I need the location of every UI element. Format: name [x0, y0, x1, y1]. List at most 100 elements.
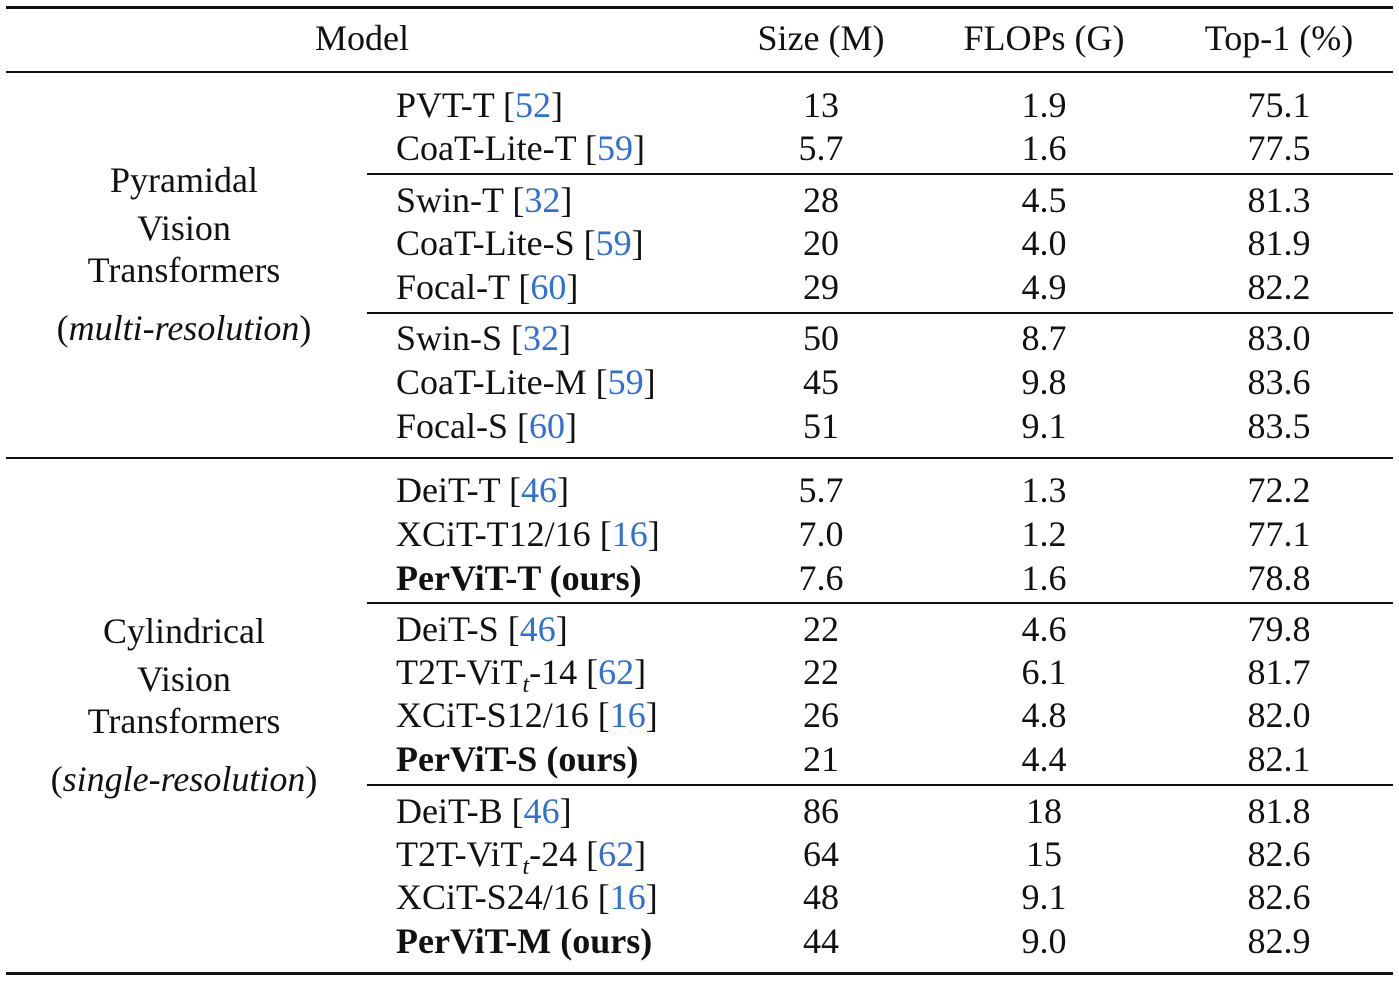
header-model: Model — [315, 18, 409, 58]
model-name: CoaT-Lite-T [59] — [396, 128, 645, 168]
flops-value: 18 — [1026, 791, 1062, 831]
group-line: Pyramidal — [110, 160, 258, 200]
model-name: PVT-T [52] — [396, 85, 564, 125]
size-value: 29 — [803, 267, 839, 307]
group-label-cylindrical: Cylindrical Vision Transformers (single-… — [51, 613, 318, 797]
header-flops: FLOPs (G) — [963, 18, 1125, 58]
size-value: 50 — [803, 318, 839, 358]
citation-link[interactable]: 16 — [609, 877, 646, 917]
top1-value: 81.3 — [1247, 180, 1311, 220]
group-line: Transformers — [87, 250, 281, 290]
flops-value: 1.6 — [1021, 558, 1067, 598]
flops-value: 6.1 — [1021, 652, 1067, 692]
citation-link[interactable]: 32 — [524, 180, 561, 220]
model-name: XCiT-T12/16 [16] — [396, 514, 660, 554]
size-value: 86 — [803, 791, 839, 831]
flops-value: 8.7 — [1021, 318, 1067, 358]
flops-value: 1.6 — [1021, 128, 1067, 168]
flops-value: 4.4 — [1021, 739, 1067, 779]
top1-value: 79.8 — [1247, 609, 1311, 649]
size-value: 48 — [803, 877, 839, 917]
size-value: 26 — [803, 695, 839, 735]
citation-link[interactable]: 59 — [607, 362, 644, 402]
model-name: CoaT-Lite-S [59] — [396, 223, 644, 263]
flops-value: 1.3 — [1021, 470, 1067, 510]
size-value: 20 — [803, 223, 839, 263]
top1-value: 77.5 — [1247, 128, 1311, 168]
size-value: 22 — [803, 609, 839, 649]
group-line: Cylindrical — [103, 611, 265, 651]
flops-value: 4.0 — [1021, 223, 1067, 263]
citation-link[interactable]: 16 — [611, 514, 648, 554]
model-name: XCiT-S24/16 [16] — [396, 877, 658, 917]
size-value: 51 — [803, 406, 839, 446]
size-value: 13 — [803, 85, 839, 125]
flops-value: 9.1 — [1021, 406, 1067, 446]
model-name-ours: PerViT-M (ours) — [396, 921, 653, 961]
top1-value: 83.5 — [1247, 406, 1311, 446]
flops-value: 15 — [1026, 834, 1062, 874]
citation-link[interactable]: 16 — [609, 695, 646, 735]
size-value: 22 — [803, 652, 839, 692]
flops-value: 4.5 — [1021, 180, 1067, 220]
flops-value: 9.8 — [1021, 362, 1067, 402]
citation-link[interactable]: 32 — [523, 318, 560, 358]
model-name: Swin-S [32] — [396, 318, 572, 358]
top1-value: 81.8 — [1247, 791, 1311, 831]
flops-value: 9.1 — [1021, 877, 1067, 917]
size-value: 21 — [803, 739, 839, 779]
model-name: Swin-T [32] — [396, 180, 573, 220]
flops-value: 4.6 — [1021, 609, 1067, 649]
top1-value: 81.9 — [1247, 223, 1311, 263]
top1-value: 82.6 — [1247, 877, 1311, 917]
top1-value: 83.6 — [1247, 362, 1311, 402]
top1-value: 78.8 — [1247, 558, 1311, 598]
citation-link[interactable]: 59 — [595, 223, 632, 263]
header-size: Size (M) — [757, 18, 885, 58]
citation-link[interactable]: 52 — [515, 85, 552, 125]
top-rule — [6, 6, 1393, 9]
subgroup-rule — [367, 173, 1393, 175]
flops-value: 1.9 — [1021, 85, 1067, 125]
subgroup-rule — [367, 602, 1393, 604]
flops-value: 4.8 — [1021, 695, 1067, 735]
model-name: DeiT-T [46] — [396, 470, 569, 510]
top1-value: 82.6 — [1247, 834, 1311, 874]
model-name: Focal-T [60] — [396, 267, 579, 307]
bottom-rule — [6, 972, 1393, 975]
model-name: XCiT-S12/16 [16] — [396, 695, 658, 735]
citation-link[interactable]: 46 — [519, 609, 556, 649]
size-value: 7.6 — [798, 558, 844, 598]
top1-value: 82.9 — [1247, 921, 1311, 961]
flops-value: 9.0 — [1021, 921, 1067, 961]
subgroup-rule — [367, 784, 1393, 786]
top1-value: 82.1 — [1247, 739, 1311, 779]
citation-link[interactable]: 46 — [523, 791, 560, 831]
size-value: 45 — [803, 362, 839, 402]
citation-link[interactable]: 62 — [598, 652, 635, 692]
citation-link[interactable]: 59 — [596, 128, 633, 168]
citation-link[interactable]: 60 — [530, 267, 567, 307]
top1-value: 81.7 — [1247, 652, 1311, 692]
citation-link[interactable]: 62 — [598, 834, 635, 874]
group-line: Vision — [137, 208, 231, 248]
size-value: 5.7 — [798, 128, 844, 168]
group-sublabel: (multi-resolution) — [56, 308, 312, 348]
flops-value: 4.9 — [1021, 267, 1067, 307]
model-name: DeiT-B [46] — [396, 791, 572, 831]
top1-value: 77.1 — [1247, 514, 1311, 554]
group-sublabel: (single-resolution) — [50, 759, 318, 799]
subgroup-rule — [367, 312, 1393, 314]
citation-link[interactable]: 46 — [521, 470, 557, 510]
top1-value: 82.0 — [1247, 695, 1311, 735]
top1-value: 75.1 — [1247, 85, 1311, 125]
group-line: Transformers — [87, 701, 281, 741]
top1-value: 72.2 — [1247, 470, 1311, 510]
model-name: T2T-ViTt-24 [62] — [396, 834, 647, 880]
top1-value: 82.2 — [1247, 267, 1311, 307]
model-name: T2T-ViTt-14 [62] — [396, 652, 647, 698]
flops-value: 1.2 — [1021, 514, 1067, 554]
citation-link[interactable]: 60 — [529, 406, 565, 446]
header-rule — [6, 71, 1393, 73]
size-value: 64 — [803, 834, 839, 874]
